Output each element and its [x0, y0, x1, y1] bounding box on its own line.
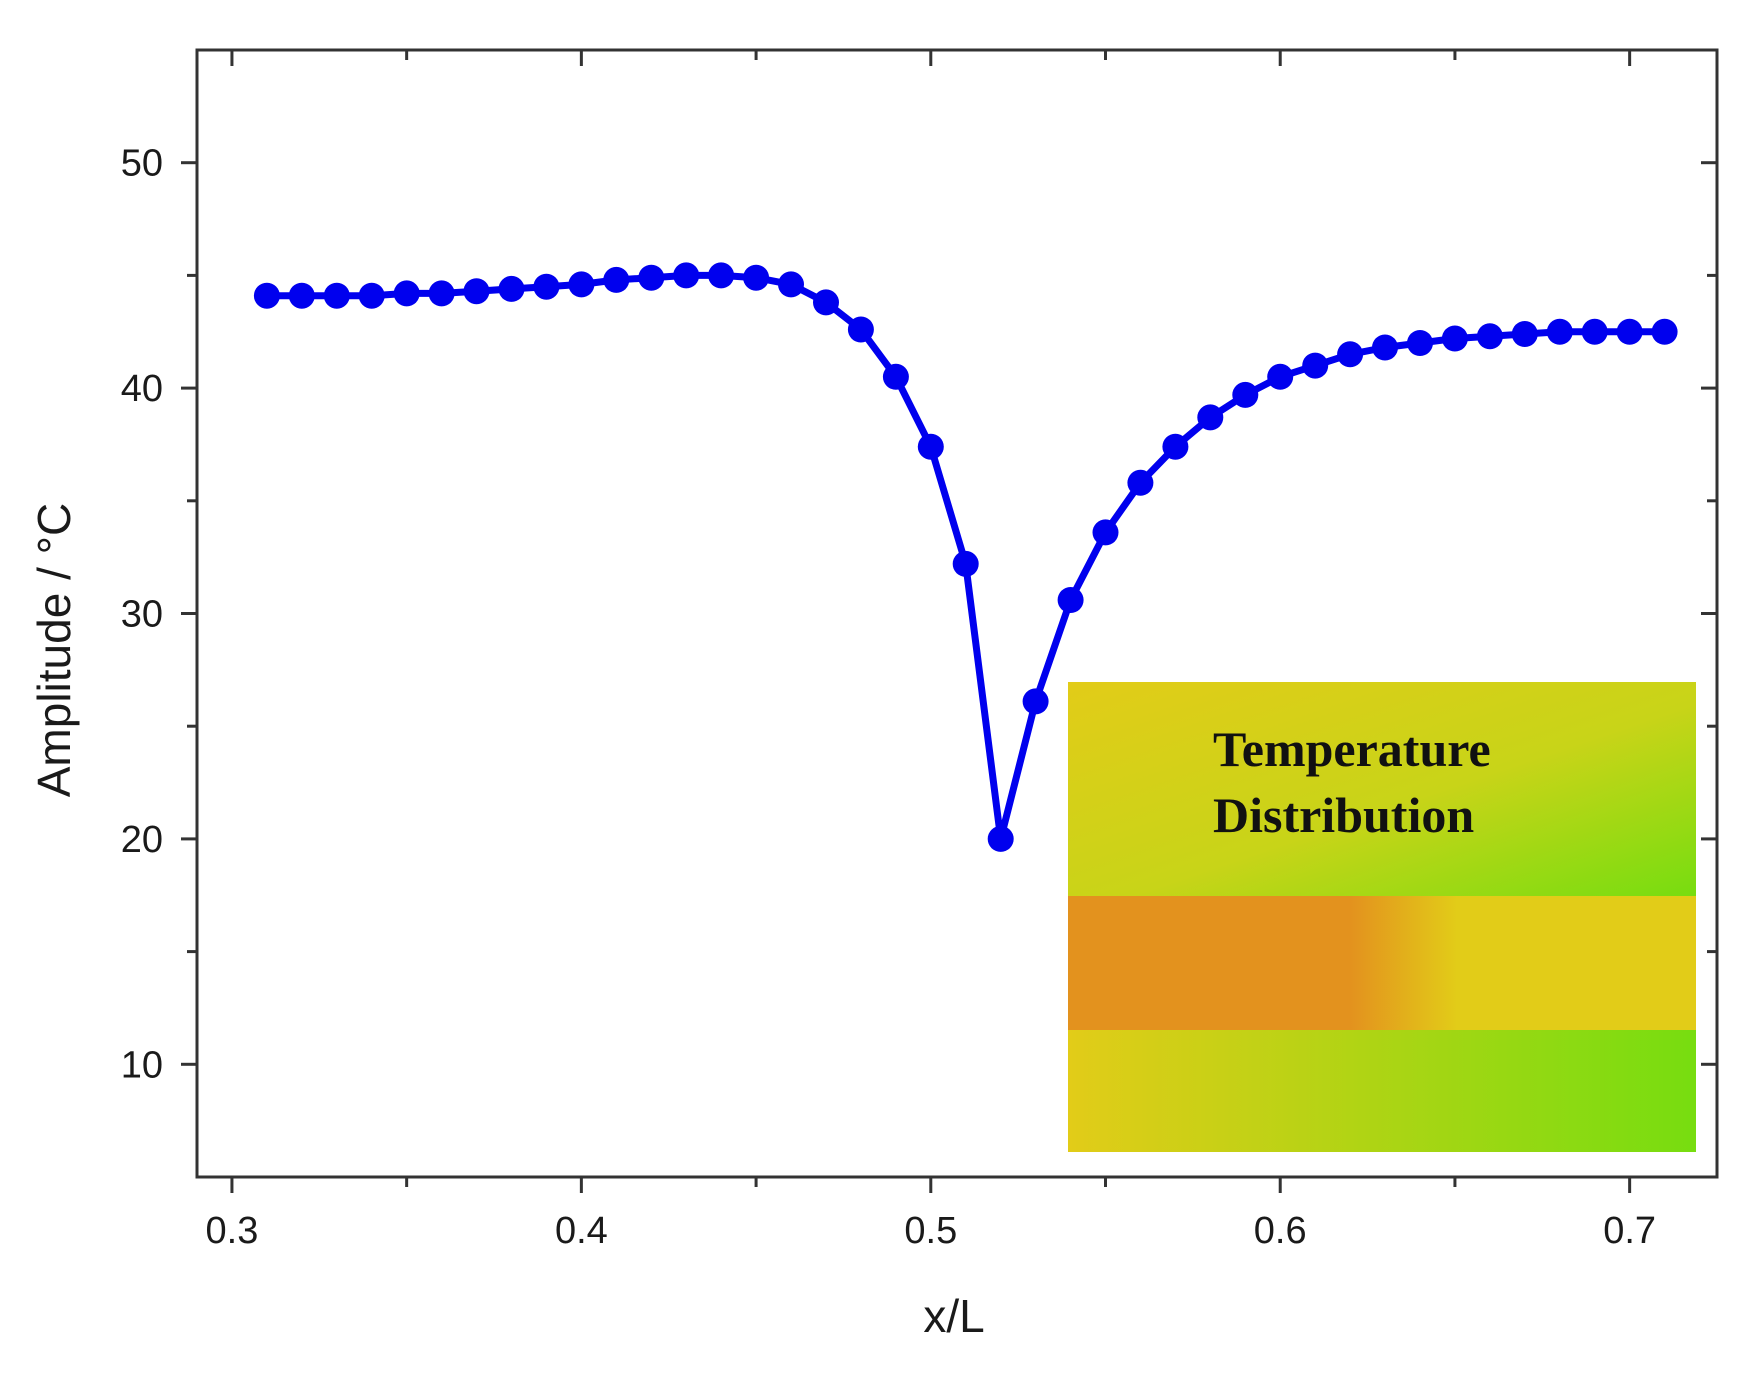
data-point — [1581, 318, 1608, 345]
data-point — [1372, 334, 1398, 361]
data-point — [603, 266, 630, 293]
data-point — [1232, 381, 1259, 408]
data-point — [917, 433, 944, 460]
inset-title-line-1: Temperature — [1213, 721, 1491, 777]
data-point — [1616, 318, 1643, 345]
data-point — [498, 275, 525, 302]
y-tick-label: 50 — [121, 143, 163, 185]
data-point — [533, 273, 560, 300]
temperature-distribution-inset: Temperature Distribution — [1068, 682, 1696, 1152]
data-point — [1511, 321, 1538, 347]
y-axis-label: Amplitude / °C — [28, 503, 80, 798]
data-point — [1022, 688, 1049, 715]
data-point — [1337, 341, 1364, 368]
x-tick-label: 0.6 — [1254, 1210, 1307, 1252]
y-tick-label: 20 — [121, 819, 163, 861]
data-point — [1407, 330, 1433, 356]
data-point — [1267, 363, 1294, 390]
data-point — [638, 264, 665, 291]
data-point — [1302, 352, 1329, 379]
data-point — [778, 271, 804, 298]
y-tick-label: 10 — [121, 1044, 163, 1086]
data-point — [463, 278, 490, 305]
x-tick-label: 0.4 — [555, 1210, 608, 1252]
data-point — [253, 282, 280, 309]
data-point — [882, 363, 909, 390]
data-point — [1476, 323, 1503, 350]
data-point — [1441, 325, 1468, 352]
y-axis-ticks: 10 20 30 40 50 — [121, 143, 1717, 1086]
data-point — [708, 262, 735, 289]
data-point — [813, 289, 839, 316]
data-point — [1651, 318, 1678, 345]
data-point — [987, 825, 1014, 852]
inset-bottom-region — [1068, 1030, 1696, 1152]
data-point — [358, 282, 385, 309]
data-point — [743, 264, 770, 291]
y-tick-label: 30 — [121, 594, 163, 636]
y-tick-label: 40 — [121, 368, 163, 410]
x-tick-label: 0.7 — [1603, 1210, 1656, 1252]
data-point — [1092, 519, 1119, 546]
data-point — [952, 550, 979, 577]
data-point — [1057, 587, 1084, 613]
inset-top-region — [1068, 682, 1696, 896]
data-point — [288, 282, 315, 309]
data-point — [673, 262, 700, 289]
x-tick-label: 0.3 — [206, 1210, 259, 1252]
data-point — [568, 271, 595, 298]
series-group — [253, 262, 1678, 852]
x-axis-ticks: 0.3 0.4 0.5 0.6 0.7 — [206, 50, 1656, 1252]
data-point — [1546, 318, 1573, 345]
data-point — [323, 282, 350, 309]
data-point — [1127, 469, 1154, 496]
data-point — [1162, 433, 1189, 460]
data-point — [428, 280, 455, 307]
data-point — [1197, 404, 1224, 431]
inset-heated-band — [1068, 896, 1696, 1030]
data-point — [847, 316, 874, 343]
data-point — [393, 280, 420, 307]
x-tick-label: 0.5 — [904, 1210, 957, 1252]
inset-title-line-2: Distribution — [1213, 787, 1474, 843]
x-axis-label: x/L — [923, 1290, 984, 1342]
